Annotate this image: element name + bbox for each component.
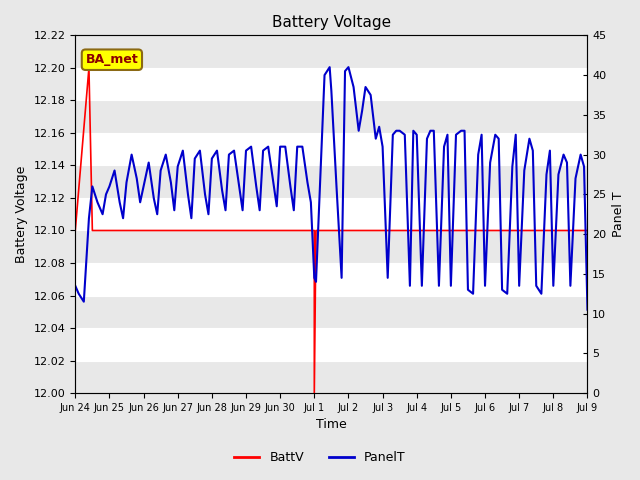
Bar [76,198,588,230]
Y-axis label: Panel T: Panel T [612,192,625,237]
Bar [76,230,588,263]
Title: Battery Voltage: Battery Voltage [272,15,391,30]
Bar [76,166,588,198]
Y-axis label: Battery Voltage: Battery Voltage [15,166,28,263]
Bar [76,328,588,360]
Legend: BattV, PanelT: BattV, PanelT [229,446,411,469]
Bar [76,263,588,296]
Bar [76,360,588,393]
Bar [76,36,588,68]
Text: BA_met: BA_met [86,53,138,66]
Bar [76,100,588,133]
Bar [76,68,588,100]
Bar [76,133,588,166]
Bar [76,296,588,328]
X-axis label: Time: Time [316,419,347,432]
